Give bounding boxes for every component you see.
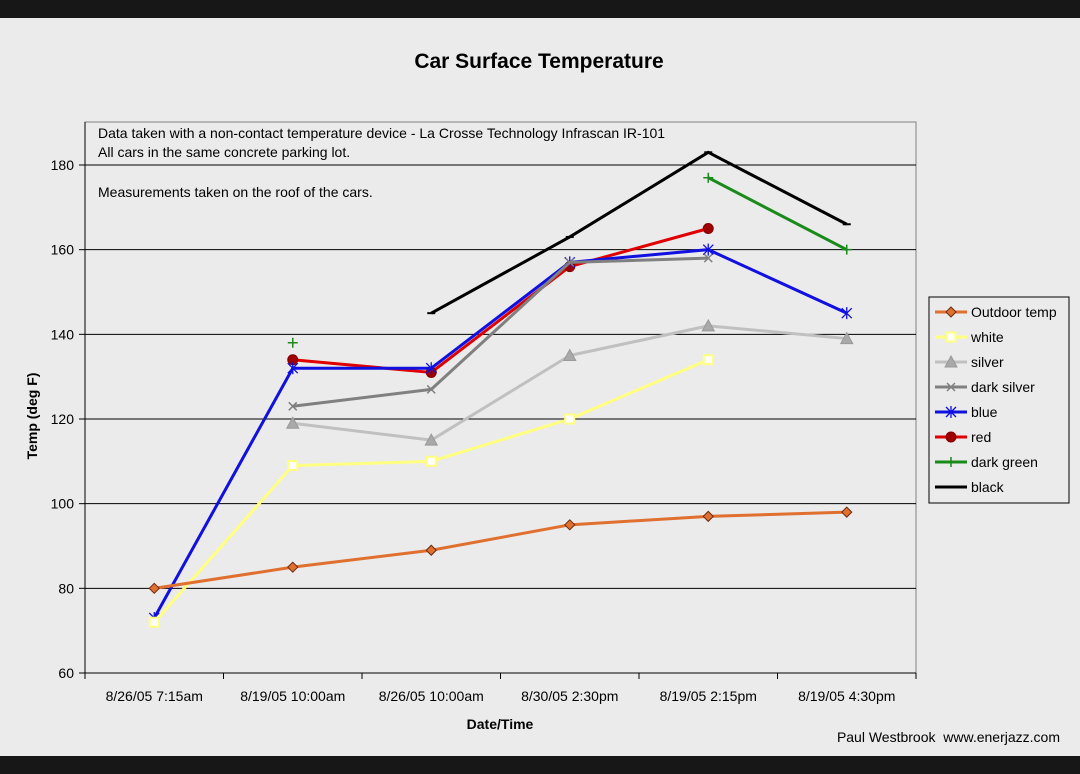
y-tick-label: 80 [58,580,74,596]
legend-label: black [971,479,1005,495]
legend-marker [946,432,956,442]
x-tick-label: 8/19/05 10:00am [240,688,345,704]
legend-label: red [971,429,991,445]
legend-label: Outdoor temp [971,304,1057,320]
x-axis-label: Date/Time [467,716,534,732]
chart-title: Car Surface Temperature [414,50,663,73]
x-tick-label: 8/26/05 7:15am [106,688,203,704]
data-point-white [288,461,297,470]
legend-label: white [970,329,1004,345]
legend-marker [947,333,956,342]
note-text: All cars in the same concrete parking lo… [98,144,350,160]
data-point-white [565,415,574,424]
data-point-red [703,224,713,234]
legend-label: dark silver [971,379,1035,395]
data-point-white [704,355,713,364]
y-tick-label: 160 [51,242,75,258]
y-tick-label: 180 [51,157,75,173]
y-axis-label: Temp (deg F) [24,373,40,460]
legend-label: dark green [971,454,1038,470]
x-tick-label: 8/19/05 2:15pm [660,688,757,704]
x-tick-label: 8/30/05 2:30pm [521,688,618,704]
chart-svg: Car Surface Temperature Temp (deg F) Dat… [0,18,1080,756]
chart-frame: Car Surface Temperature Temp (deg F) Dat… [0,18,1080,756]
note-text: Measurements taken on the roof of the ca… [98,184,373,200]
legend-box [929,297,1069,503]
y-tick-label: 100 [51,496,75,512]
legend: Outdoor temp white silver dark silver blue re… [929,297,1069,503]
x-tick-label: 8/26/05 10:00am [379,688,484,704]
x-tick-label: 8/19/05 4:30pm [798,688,895,704]
y-tick-label: 120 [51,411,75,427]
legend-label: blue [971,404,998,420]
y-tick-label: 60 [58,665,74,681]
legend-label: silver [971,354,1004,370]
note-text: Data taken with a non-contact temperatur… [98,125,665,141]
data-point-white [427,457,436,466]
y-tick-label: 140 [51,326,75,342]
data-point-white [150,618,159,627]
credit-text: Paul Westbrook www.enerjazz.com [837,729,1060,745]
